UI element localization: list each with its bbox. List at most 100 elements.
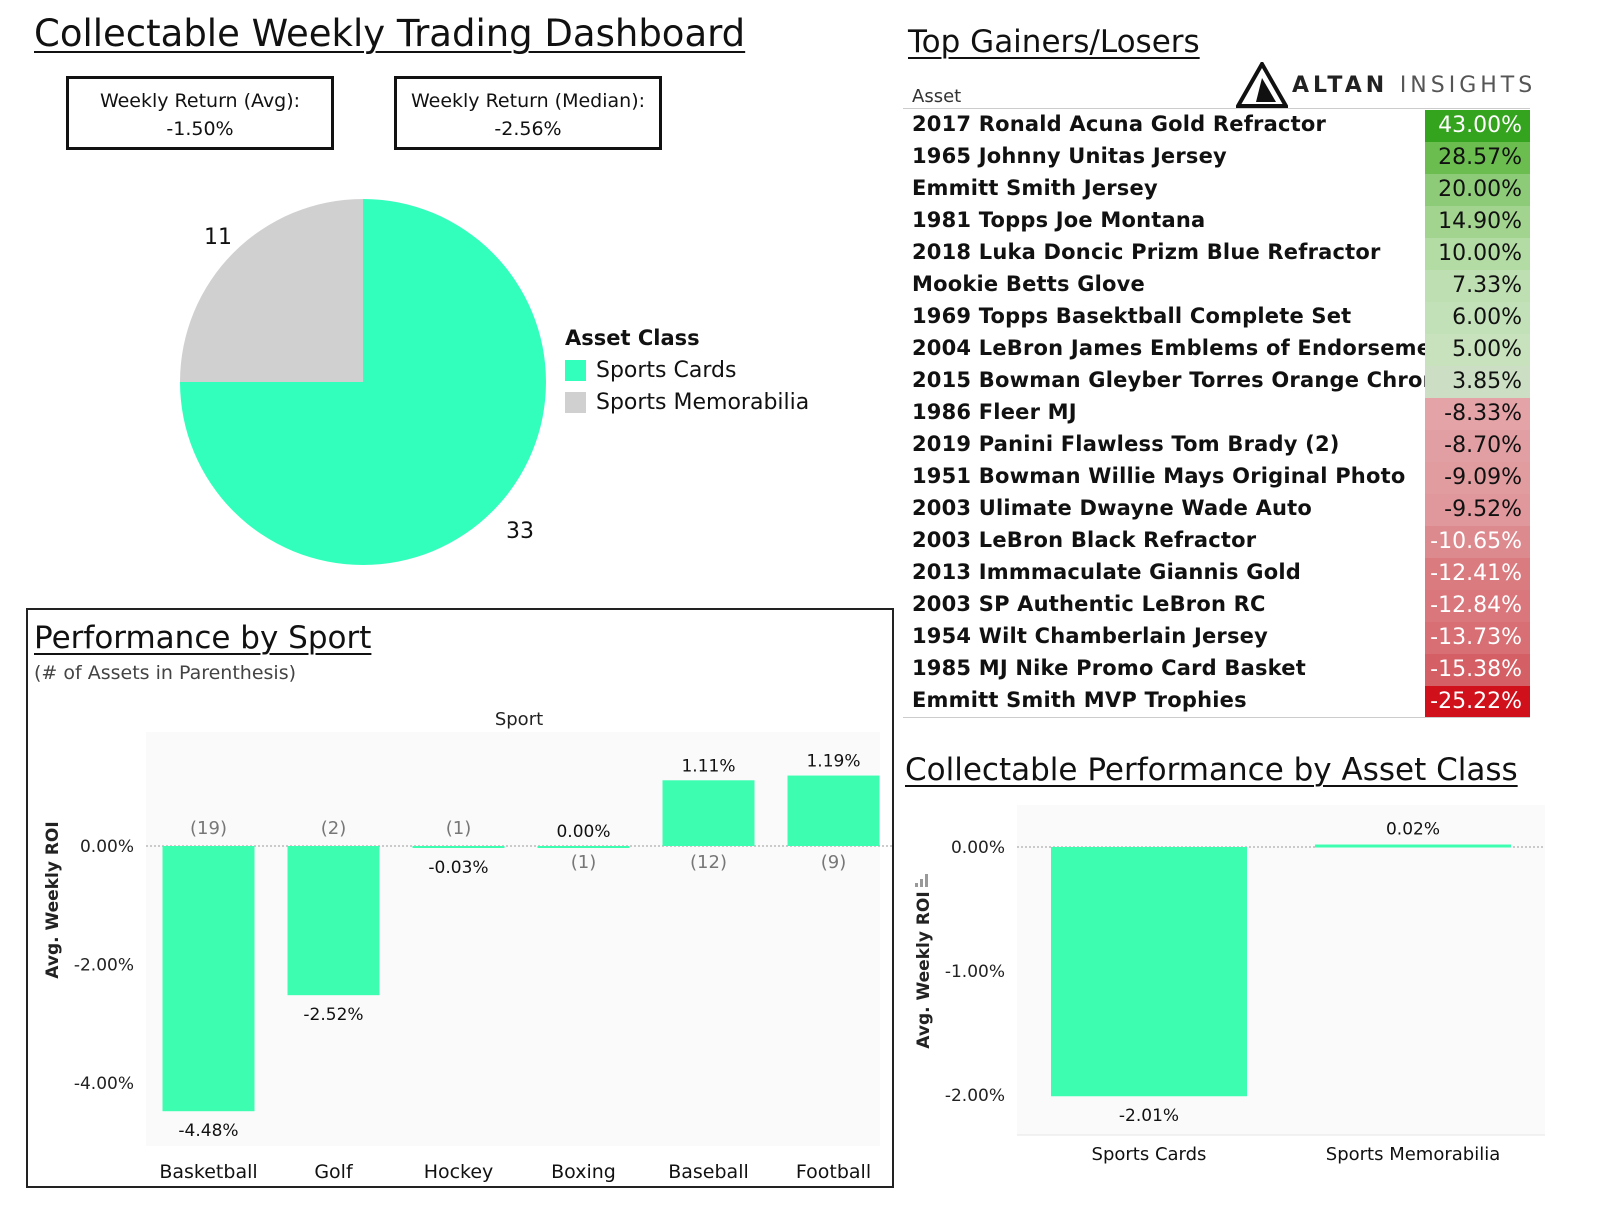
gainers-table-header: Asset (912, 86, 962, 107)
asset-name: 2018 Luka Doncic Prizm Blue Refractor (912, 240, 1381, 264)
sport-y-tick-label: -2.00% (74, 955, 134, 975)
pie-slice-label-sports-cards: 33 (506, 519, 534, 544)
asset-return-cell: -25.22% (1425, 686, 1530, 718)
sport-chart-title: Performance by Sport (34, 620, 372, 656)
pie-slice-label-sports-memorabilia: 11 (204, 225, 232, 250)
table-row[interactable]: 1954 Wilt Chamberlain Jersey -13.73% (903, 622, 1530, 654)
kpi-avg-value: -1.50% (166, 118, 234, 140)
legend-label-sports-memorabilia: Sports Memorabilia (596, 389, 810, 415)
asset-class-bars: -2.01% Sports Cards 0.02% Sports Memorabili… (1051, 820, 1511, 1165)
asset-return-cell: 20.00% (1425, 174, 1530, 206)
table-row[interactable]: 2018 Luka Doncic Prizm Blue Refractor 10.… (903, 238, 1530, 270)
table-row[interactable]: 2013 Immmaculate Giannis Gold -12.41% (903, 558, 1530, 590)
table-row[interactable]: Emmitt Smith Jersey 20.00% (903, 174, 1530, 206)
table-row[interactable]: 1981 Topps Joe Montana 14.90% (903, 206, 1530, 238)
asset-return-cell: -15.38% (1425, 654, 1530, 686)
sport-plot-area (146, 732, 880, 1146)
sport-bar-basketball[interactable] (162, 846, 255, 1112)
asset-name: Mookie Betts Glove (912, 272, 1146, 296)
asset-class-bar-sports-cards[interactable] (1051, 847, 1247, 1097)
asset-class-bar-sports-memorabilia[interactable] (1315, 844, 1511, 848)
gainers-losers-title: Top Gainers/Losers (908, 24, 1200, 60)
sport-bars: -4.48% (19) Basketball -2.52% (2) Golf -0.03% (… (159, 752, 880, 1183)
sport-category-label: Baseball (668, 1161, 749, 1183)
asset-return-cell: 3.85% (1425, 366, 1530, 398)
altan-logo-text: ALTAN INSIGHTS (1292, 73, 1536, 98)
table-row[interactable]: 1985 MJ Nike Promo Card Basket -15.38% (903, 654, 1530, 686)
asset-name: 2019 Panini Flawless Tom Brady (2) (912, 432, 1340, 456)
asset-name: 2013 Immmaculate Giannis Gold (912, 560, 1301, 584)
pie-legend: Asset Class Sports Cards Sports Memorabi… (565, 326, 809, 418)
kpi-avg-return: Weekly Return (Avg): -1.50% (66, 76, 334, 150)
sport-value-label: 1.11% (681, 756, 735, 776)
table-row[interactable]: Mookie Betts Glove 7.33% (903, 270, 1530, 302)
sport-category-label: Golf (314, 1161, 354, 1183)
sport-count-label: (12) (690, 852, 727, 873)
legend-swatch-sports-memorabilia (565, 391, 586, 413)
asset-class-y-tick-label: 0.00% (951, 838, 1005, 858)
sport-value-label: -2.52% (303, 1005, 363, 1025)
sport-value-label: 1.19% (806, 752, 860, 772)
sport-y-axis-label: Avg. Weekly ROI (43, 821, 63, 978)
sport-bar-football[interactable] (787, 775, 880, 846)
altan-logo: ALTAN INSIGHTS (1236, 62, 1536, 108)
logo-word-altan: ALTAN (1292, 72, 1389, 98)
table-row[interactable]: 2003 Ulimate Dwayne Wade Auto -9.52% (903, 494, 1530, 526)
legend-item-sports-memorabilia[interactable]: Sports Memorabilia (565, 386, 809, 418)
table-row[interactable]: 1969 Topps Basektball Complete Set 6.00% (903, 302, 1530, 334)
sport-y-axis: 0.00% -2.00% -4.00% (74, 837, 892, 1094)
asset-name: 1951 Bowman Willie Mays Original Photo (912, 464, 1406, 488)
asset-return-cell: -10.65% (1425, 526, 1530, 558)
asset-name: 2015 Bowman Gleyber Torres Orange Chrome (912, 368, 1460, 392)
asset-name: 1969 Topps Basektball Complete Set (912, 304, 1352, 328)
sport-value-label: -4.48% (178, 1121, 238, 1141)
sport-y-tick-label: 0.00% (80, 837, 134, 857)
legend-swatch-sports-cards (565, 359, 586, 381)
sport-bar-baseball[interactable] (662, 780, 755, 846)
asset-class-category-label: Sports Memorabilia (1326, 1144, 1500, 1165)
asset-return-cell: -8.33% (1425, 398, 1530, 430)
sport-bar-hockey[interactable] (412, 846, 505, 848)
asset-return-cell: -12.84% (1425, 590, 1530, 622)
asset-class-value-label: 0.02% (1386, 820, 1440, 840)
asset-class-chart-title: Collectable Performance by Asset Class (905, 752, 1518, 788)
sport-value-label: -0.03% (428, 858, 488, 878)
pie-slices (180, 199, 546, 565)
asset-name: 1954 Wilt Chamberlain Jersey (912, 624, 1268, 648)
asset-name: 1981 Topps Joe Montana (912, 208, 1206, 232)
table-row[interactable]: 1965 Johnny Unitas Jersey 28.57% (903, 142, 1530, 174)
table-row[interactable]: 1986 Fleer MJ -8.33% (903, 398, 1530, 430)
asset-return-cell: 7.33% (1425, 270, 1530, 302)
sport-count-label: (19) (190, 818, 227, 839)
table-row[interactable]: Emmitt Smith MVP Trophies -25.22% (903, 686, 1530, 718)
asset-class-y-tick-label: -1.00% (945, 962, 1005, 982)
kpi-median-label: Weekly Return (Median): (410, 90, 646, 112)
bar-chart-icon (915, 874, 928, 887)
sport-bar-golf[interactable] (287, 846, 380, 996)
table-row[interactable]: 2017 Ronald Acuna Gold Refractor 43.00% (903, 110, 1530, 142)
sport-category-label: Football (796, 1161, 871, 1183)
gainers-table-divider (903, 108, 1530, 109)
asset-return-cell: 10.00% (1425, 238, 1530, 270)
sport-bar-boxing[interactable] (537, 846, 630, 848)
asset-name: 2003 LeBron Black Refractor (912, 528, 1257, 552)
kpi-avg-label: Weekly Return (Avg): (99, 90, 301, 112)
pie-slice-sports-memorabilia[interactable] (180, 199, 363, 382)
asset-name: 1985 MJ Nike Promo Card Basket (912, 656, 1306, 680)
table-row[interactable]: 2003 LeBron Black Refractor -10.65% (903, 526, 1530, 558)
table-row[interactable]: 1951 Bowman Willie Mays Original Photo -9… (903, 462, 1530, 494)
asset-name: 2003 Ulimate Dwayne Wade Auto (912, 496, 1313, 520)
sport-chart-subtitle: (# of Assets in Parenthesis) (34, 662, 297, 684)
legend-item-sports-cards[interactable]: Sports Cards (565, 354, 809, 386)
asset-return-cell: -8.70% (1425, 430, 1530, 462)
performance-by-asset-class-chart: 0.00% -1.00% -2.00% -2.01% Sports Cards 0.02… (914, 805, 1545, 1165)
sport-count-label: (1) (446, 818, 472, 839)
asset-return-cell: -13.73% (1425, 622, 1530, 654)
asset-return-cell: 43.00% (1425, 110, 1530, 142)
table-row[interactable]: 2015 Bowman Gleyber Torres Orange Chrome… (903, 366, 1530, 398)
table-row[interactable]: 2004 LeBron James Emblems of Endorsement… (903, 334, 1530, 366)
kpi-median-return: Weekly Return (Median): -2.56% (394, 76, 662, 150)
table-row[interactable]: 2019 Panini Flawless Tom Brady (2) -8.70% (903, 430, 1530, 462)
table-row[interactable]: 2003 SP Authentic LeBron RC -12.84% (903, 590, 1530, 622)
asset-class-pie-chart: 33 11 (180, 199, 546, 565)
